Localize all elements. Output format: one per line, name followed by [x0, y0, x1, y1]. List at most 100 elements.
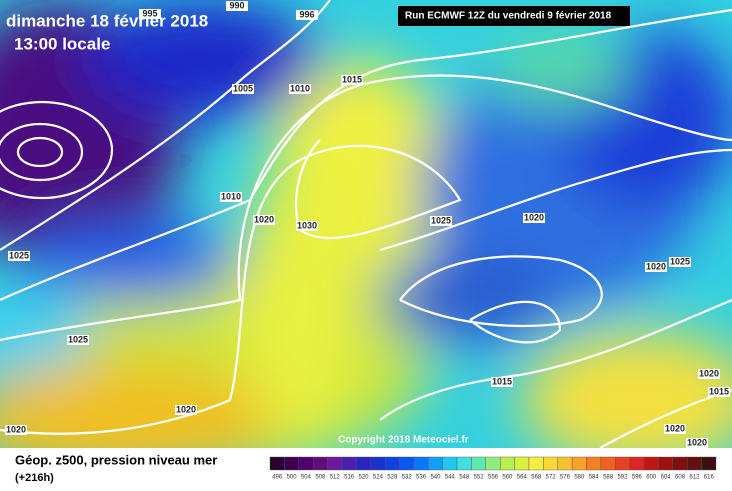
- isobar-label-bg: [67, 335, 89, 345]
- colorbar-label: 564: [517, 475, 528, 481]
- isobar-label: 1010: [221, 191, 241, 201]
- colorbar-cell: [687, 456, 702, 471]
- colorbar-label: 528: [387, 475, 398, 481]
- colorbar-label: 608: [675, 475, 686, 481]
- isobar-label: 1020: [699, 368, 719, 378]
- colorbar-label: 572: [546, 475, 557, 481]
- isobar-label: 1020: [6, 424, 26, 434]
- colorbar-label: 556: [488, 475, 499, 481]
- colorbar-cell: [413, 456, 429, 471]
- isobar-label: 1020: [254, 214, 274, 224]
- colorbar-cell: [284, 456, 299, 471]
- colorbar-label: 600: [646, 475, 657, 481]
- colorbar-cell: [269, 456, 285, 471]
- colorbar-label: 532: [402, 475, 413, 481]
- colorbar-cell: [499, 456, 515, 471]
- isobar-label: 1025: [670, 256, 690, 266]
- colorbar-label: 576: [560, 475, 571, 481]
- isobar-label: 1025: [9, 250, 29, 260]
- field: [0, 0, 732, 448]
- isobar-label: 1025: [431, 215, 451, 225]
- colorbar-cell: [312, 456, 328, 471]
- colorbar-cell: [586, 456, 602, 471]
- colorbar-cell: [672, 456, 688, 471]
- isobar-label-bg: [664, 424, 686, 434]
- colorbar-cell: [658, 456, 674, 471]
- map-date: dimanche 18 février 2018: [6, 11, 208, 30]
- colorbar-label: 544: [445, 475, 456, 481]
- isobar-label-bg: [708, 387, 730, 397]
- isobar-label-bg: [686, 438, 708, 448]
- colorbar-cell: [629, 456, 645, 471]
- legend-lead: (+216h): [15, 472, 54, 484]
- isobar-label-bg: [430, 216, 452, 226]
- colorbar-cell: [528, 456, 544, 471]
- isobar-label: 995: [142, 8, 157, 18]
- colorbar-label: 508: [315, 475, 326, 481]
- isobar-label: 1020: [524, 212, 544, 222]
- colorbar-cell: [571, 456, 587, 471]
- colorbar-label: 616: [704, 475, 715, 481]
- isobar-label: 1015: [709, 386, 729, 396]
- colorbar-label: 592: [617, 475, 628, 481]
- isobar-label: 1025: [68, 334, 88, 344]
- colorbar-label: 560: [502, 475, 513, 481]
- colorbar-cell: [442, 456, 458, 471]
- colorbar-cell: [370, 456, 386, 471]
- colorbar-cell: [471, 456, 487, 471]
- isobars: [0, 0, 732, 448]
- colorbar-label: 580: [574, 475, 585, 481]
- colorbar-cell: [615, 456, 630, 471]
- colorbar-label: 604: [661, 475, 672, 481]
- isobar-labels: 990 995 996 1005 1010 1015 1010 1020 1030 1025 102…: [5, 0, 730, 448]
- colorbar-cell: [514, 456, 530, 471]
- colorbar-cell: [428, 456, 443, 471]
- colorbar-label: 512: [330, 475, 341, 481]
- run-label: Run ECMWF 12Z du vendredi 9 février 2018: [405, 11, 612, 22]
- colorbar-label: 500: [287, 475, 298, 481]
- colorbar-label: 588: [603, 475, 614, 481]
- isobar-label: 1015: [342, 74, 362, 84]
- colorbar-label: 584: [589, 475, 600, 481]
- colorbar-label: 548: [459, 475, 470, 481]
- colorbar-label: 504: [301, 475, 312, 481]
- isobar-label-bg: [175, 405, 197, 415]
- colorbar-cell: [399, 456, 415, 471]
- legend-title: Géop. z500, pression niveau mer: [15, 452, 217, 467]
- isobar-label: 990: [229, 0, 244, 10]
- colorbar-label: 520: [359, 475, 370, 481]
- isobar-label-bg: [296, 221, 318, 231]
- isobar-label-bg: [220, 192, 242, 202]
- isobar-label-bg: [491, 377, 513, 387]
- isobar-label: 1020: [646, 261, 666, 271]
- isobar-label-bg: [5, 425, 27, 435]
- colorbar-cell: [557, 456, 573, 471]
- map-time: 13:00 locale: [14, 34, 110, 53]
- isobar-label-bg: [645, 262, 667, 272]
- colorbar-label: 540: [430, 475, 441, 481]
- colorbar: 496 500 504 508 512 516 520 524 528 532 536 540 544 5…: [269, 456, 717, 481]
- isobar-label-bg: [341, 75, 363, 85]
- isobar-label: 1020: [665, 423, 685, 433]
- colorbar-cell: [701, 456, 717, 471]
- colorbar-label: 552: [474, 475, 485, 481]
- colorbar-cell: [485, 456, 501, 471]
- colorbar-label: 612: [689, 475, 700, 481]
- colorbar-cell: [327, 456, 343, 471]
- run-box: [398, 6, 630, 26]
- colorbar-cell: [356, 456, 371, 471]
- isobar-label-bg: [253, 215, 275, 225]
- colorbar-label: 596: [632, 475, 643, 481]
- isobar-label: 1015: [492, 376, 512, 386]
- colorbar-cell: [298, 456, 314, 471]
- colorbar-cell: [456, 456, 472, 471]
- colorbar-cell: [543, 456, 558, 471]
- copyright: Copyright 2018 Meteociel.fr: [338, 435, 469, 446]
- isobar-label: 1030: [297, 220, 317, 230]
- colorbar-label: 524: [373, 475, 384, 481]
- isobar-label-bg: [523, 213, 545, 223]
- isobar-label-bg: [8, 251, 30, 261]
- colorbar-cell: [384, 456, 400, 471]
- colorbar-cell: [643, 456, 659, 471]
